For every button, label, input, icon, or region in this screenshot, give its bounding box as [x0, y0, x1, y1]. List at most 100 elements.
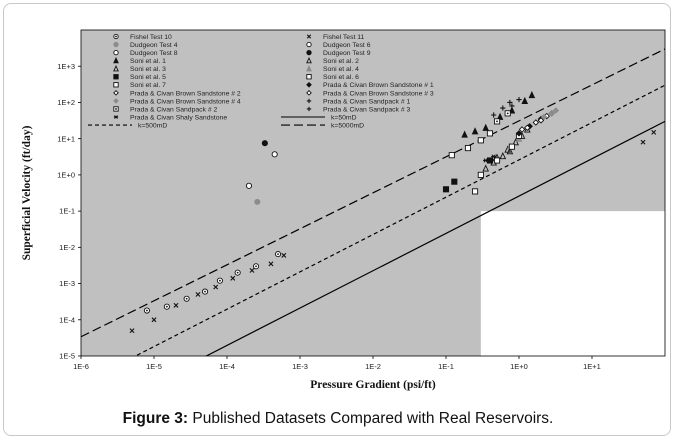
legend-label: Prada & Civan Brown Sandstone # 1: [323, 82, 434, 89]
series-18: [491, 99, 513, 118]
legend-label: Soni et al. 5: [130, 74, 166, 81]
data-point: [504, 110, 511, 117]
series-1: [143, 251, 282, 314]
x-tick-label: 1E+1: [583, 362, 601, 371]
data-point: [201, 288, 209, 295]
data-point: [471, 127, 479, 135]
figure-caption: Figure 3: Published Datasets Compared wi…: [0, 410, 676, 428]
data-point-dot: [146, 309, 148, 312]
data-point: [281, 252, 287, 258]
legend-item: Prada & Civan Brown Sandstone # 1: [306, 81, 434, 89]
data-point: [516, 96, 522, 103]
data-point: [483, 158, 489, 163]
data-point-dot: [204, 290, 206, 293]
data-point: [216, 277, 223, 284]
y-tick-label: 1E-4: [59, 315, 75, 324]
legend-label: Prada & Civan Brown Sandstone # 3: [323, 90, 434, 97]
legend-marker: [113, 106, 119, 112]
data-point: [493, 118, 501, 125]
data-point: [540, 113, 548, 121]
legend-marker: [113, 65, 119, 72]
data-point: [477, 171, 484, 178]
legend-label: Prada & Civan Sandpack # 2: [130, 106, 218, 113]
legend-label: Prada & Civan Brown Sandstone # 2: [130, 90, 241, 97]
legend-marker: [306, 49, 312, 56]
series-19: [493, 110, 511, 125]
legend-marker: [113, 56, 119, 64]
y-tick-label: 1E-1: [59, 207, 75, 216]
legend-label: Dudgeon Test 6: [323, 42, 371, 49]
legend-item: Prada & Civan Sandpack # 2: [113, 106, 218, 113]
data-point: [500, 105, 506, 111]
legend-label: Dudgeon Test 4: [130, 42, 178, 49]
data-point: [515, 130, 523, 137]
line-k-50md: [204, 120, 665, 356]
data-point: [268, 261, 274, 267]
x-tick-label: 1E+0: [510, 362, 528, 371]
data-point: [507, 99, 513, 106]
data-point: [532, 119, 540, 126]
legend-label: Fishel Test 10: [130, 34, 172, 41]
legend-marker: [306, 81, 312, 88]
legend-item: Soni et al. 7: [113, 82, 166, 89]
data-point: [274, 251, 282, 258]
data-point: [482, 164, 490, 172]
data-point: [651, 129, 657, 135]
series-7: [461, 90, 536, 138]
legend-label: Prada & Civan Shaly Sandstone: [130, 114, 227, 121]
data-point: [486, 130, 494, 137]
legend-label: Soni et al. 1: [130, 58, 166, 65]
legend-marker: [306, 74, 312, 80]
legend-marker: [113, 115, 119, 119]
data-point: [524, 124, 531, 131]
y-tick-label: 1E+1: [57, 134, 75, 143]
legend-item: k=50mD: [281, 114, 357, 121]
data-point: [448, 152, 455, 159]
series-12: [448, 130, 494, 159]
legend-marker: [113, 41, 119, 48]
data-point-dot: [277, 253, 279, 256]
data-point: [173, 302, 179, 308]
data-point-dot: [496, 120, 498, 123]
data-point: [143, 307, 150, 314]
legend-item: Fishel Test 11: [306, 34, 365, 41]
legend-item: Fishel Test 10: [113, 33, 172, 41]
legend-label: Fishel Test 11: [323, 34, 365, 41]
legend-marker: [113, 74, 119, 80]
y-tick-label: 1E-3: [59, 279, 75, 288]
caption-prefix: Figure 3:: [122, 410, 189, 427]
y-tick-label: 1E+0: [57, 170, 75, 179]
x-axis-title: Pressure Gradient (psi/ft): [310, 379, 436, 391]
x-tick-label: 1E-2: [365, 362, 381, 371]
legend-marker-dot: [115, 35, 117, 38]
legend-item: Soni et al. 3: [113, 65, 166, 73]
legend-item: Dudgeon Test 6: [306, 41, 371, 49]
legend-item: Soni et al. 1: [113, 56, 166, 65]
x-tick-label: 1E-6: [73, 362, 89, 371]
data-point: [151, 317, 157, 323]
data-point: [512, 138, 519, 146]
data-point: [508, 143, 515, 150]
legend-label: Soni et al. 3: [130, 66, 166, 73]
legend-label: Dudgeon Test 9: [323, 50, 371, 57]
legend-item: k=5000mD: [281, 122, 364, 129]
legend-marker: [306, 34, 312, 39]
data-point-dot: [185, 297, 188, 300]
data-point: [491, 154, 497, 159]
y-tick-label: 1E+3: [57, 62, 75, 71]
data-point: [493, 157, 501, 164]
legend-label: Soni et al. 7: [130, 82, 166, 89]
permeability-lines: [81, 48, 665, 356]
legend-label: Prada & Civan Brown Sandstone # 4: [130, 98, 241, 105]
data-point: [491, 112, 497, 118]
y-axis-title: Superficial Velocity (ft/day): [21, 125, 33, 260]
legend-item: Soni et al. 5: [113, 74, 166, 81]
y-tick-label: 1E-5: [59, 352, 75, 361]
data-point: [245, 182, 253, 189]
data-point: [461, 130, 468, 138]
data-point-dot: [236, 271, 239, 274]
legend-marker: [113, 82, 119, 88]
legend-marker: [113, 49, 119, 56]
series-21: [483, 154, 497, 163]
